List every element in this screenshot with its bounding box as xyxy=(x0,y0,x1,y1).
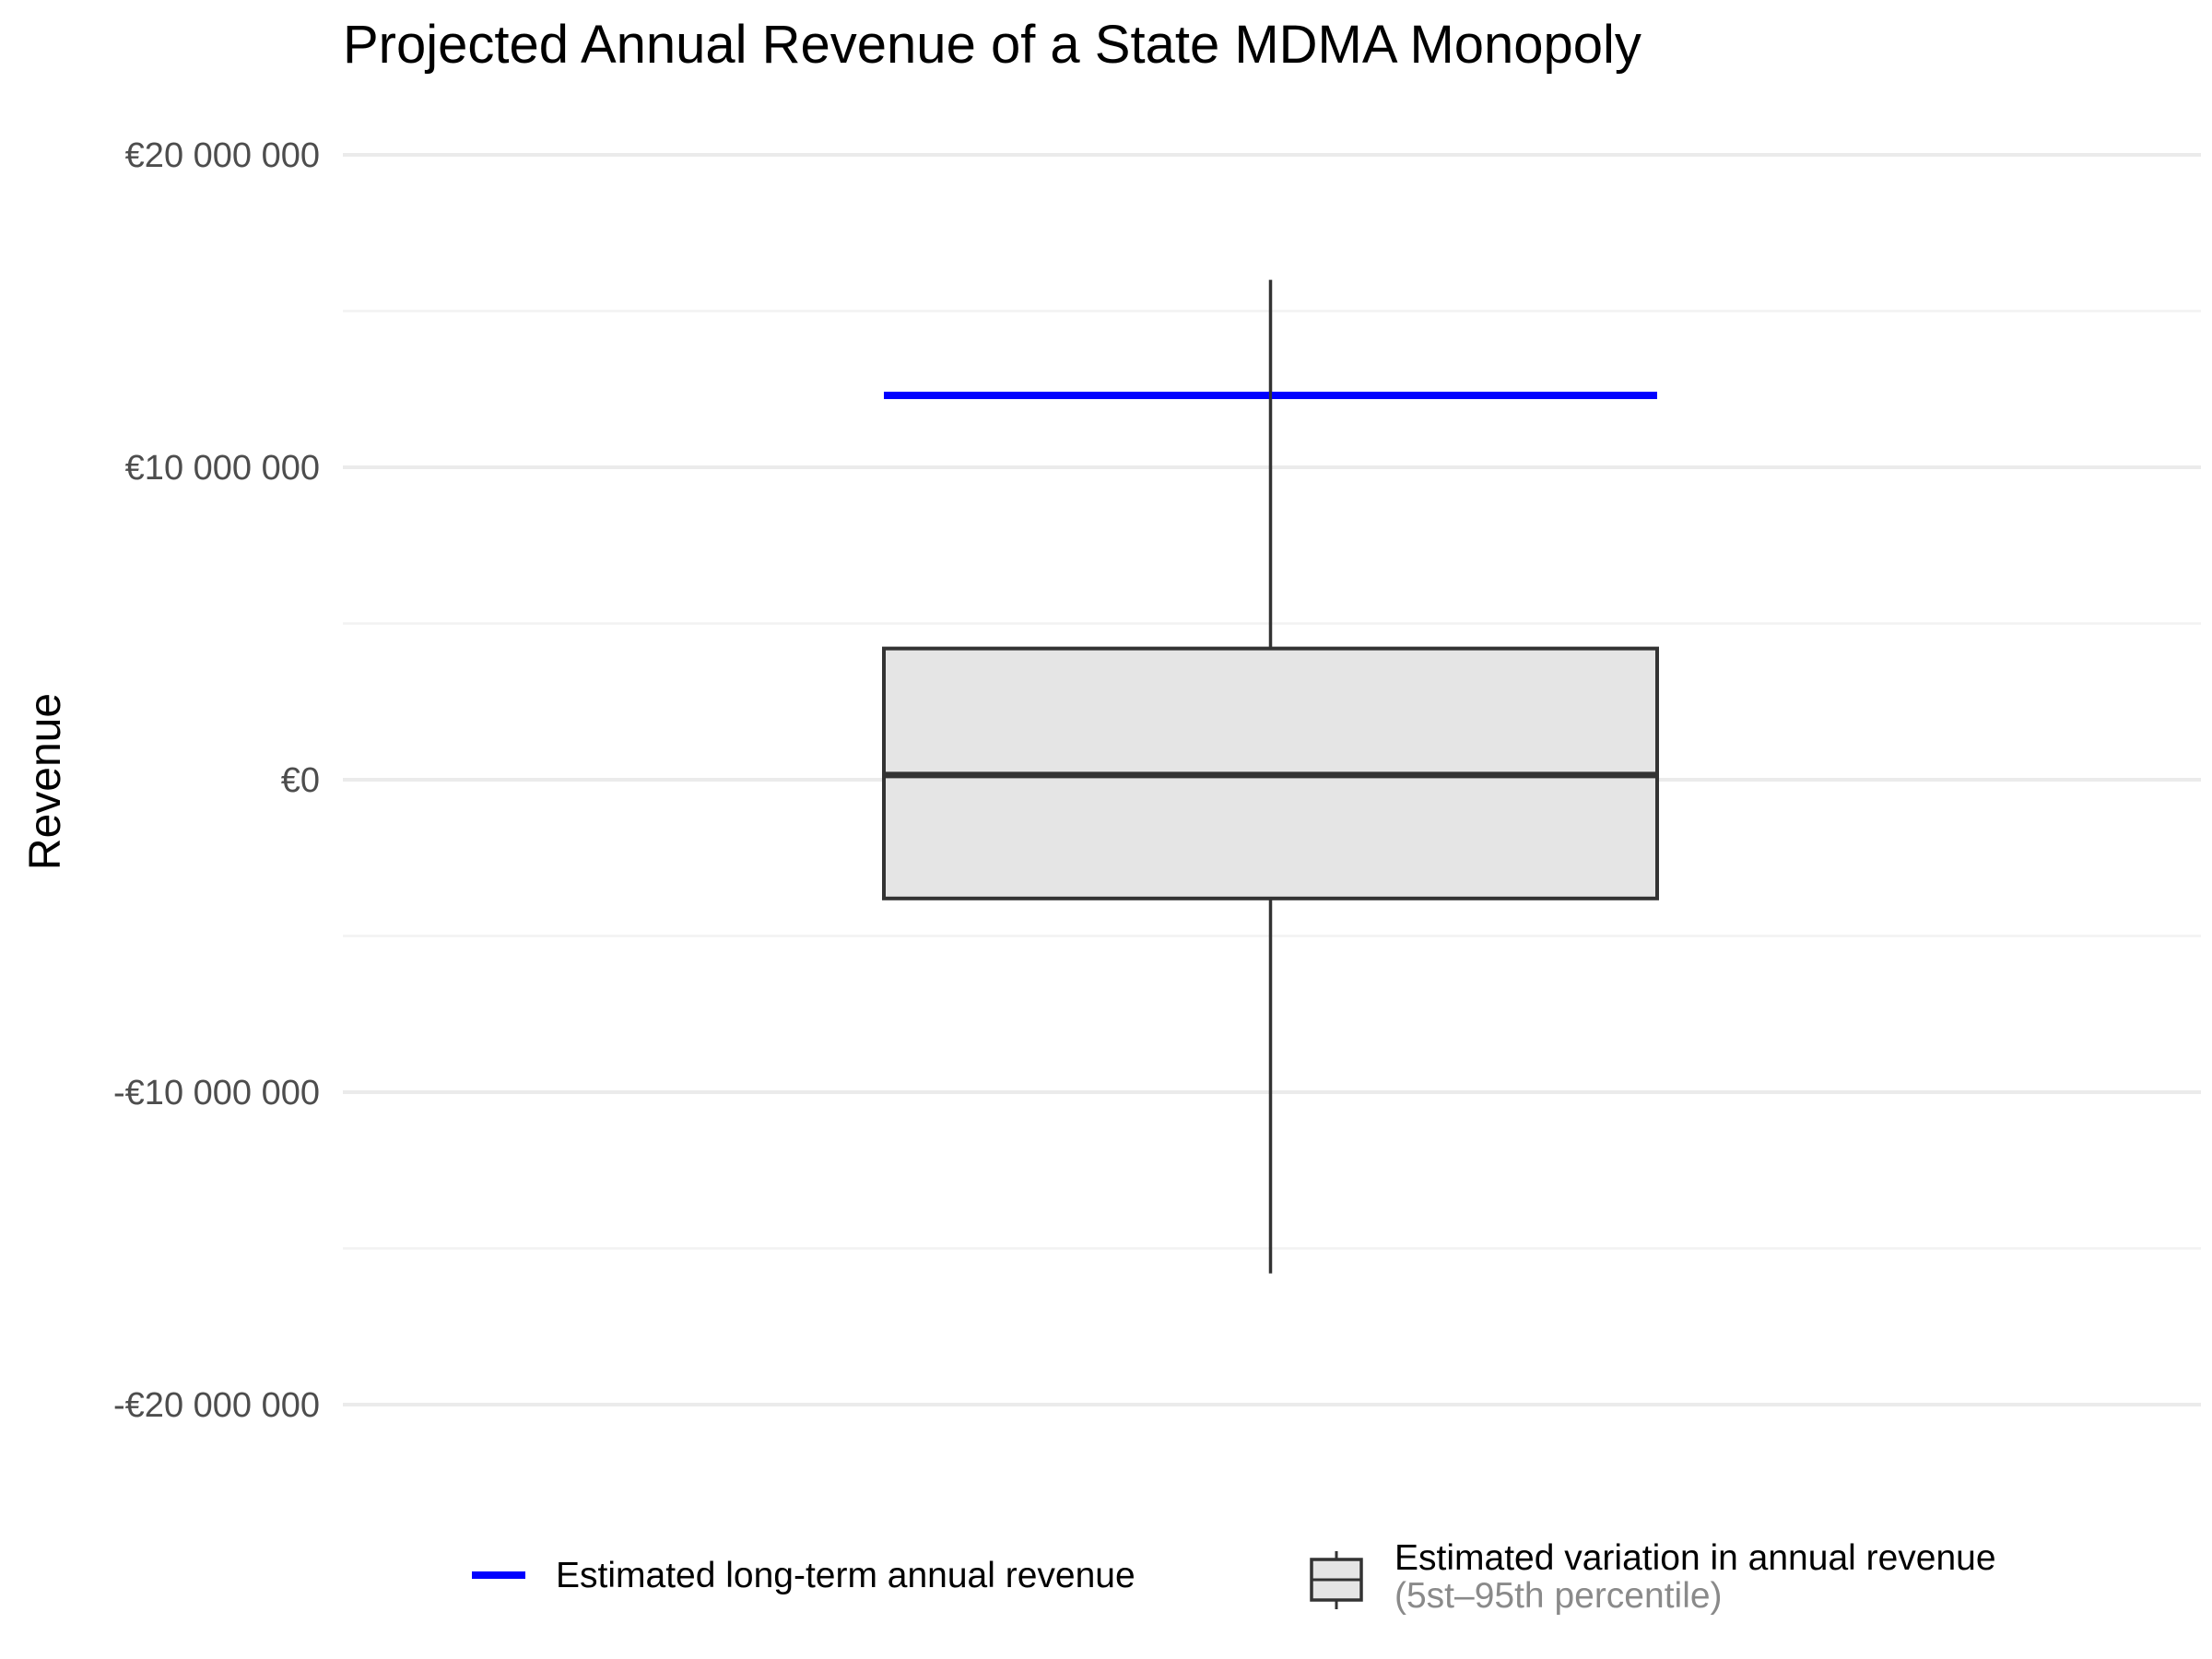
y-tick-label: -€10 000 000 xyxy=(113,1074,320,1112)
legend: Estimated long-term annual revenue Estima… xyxy=(472,1538,1996,1616)
y-tick-label: €10 000 000 xyxy=(125,449,320,488)
plot-area xyxy=(882,279,1659,1274)
legend-label: Estimated variation in annual revenue xyxy=(1394,1538,1996,1578)
y-axis-title: Revenue xyxy=(21,693,70,870)
legend-sublabel: (5st–95th percentile) xyxy=(1394,1576,1723,1616)
y-tick-label: €0 xyxy=(281,761,320,800)
y-axis: €20 000 000 €10 000 000 €0 -€10 000 000 -€20… xyxy=(113,136,320,1425)
y-tick-label: -€20 000 000 xyxy=(113,1386,320,1425)
legend-label: Estimated long-term annual revenue xyxy=(556,1556,1135,1595)
chart-title: Projected Annual Revenue of a State MDMA… xyxy=(343,15,1641,75)
y-tick-label: €20 000 000 xyxy=(125,136,320,175)
